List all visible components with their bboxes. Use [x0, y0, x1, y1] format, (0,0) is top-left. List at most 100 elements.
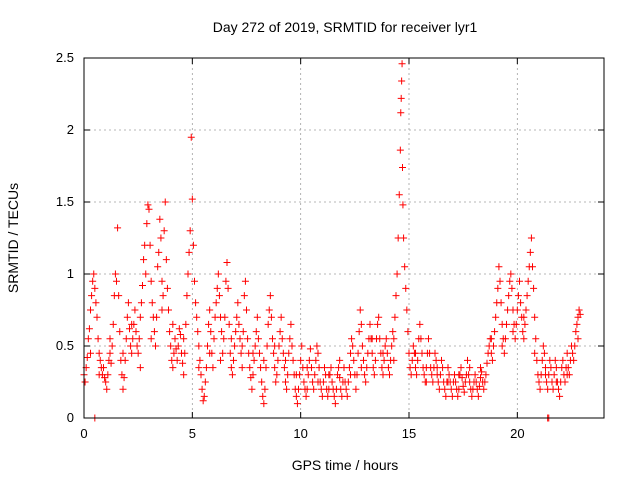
- data-point: [573, 320, 581, 328]
- data-point: [210, 335, 218, 343]
- data-point: [389, 328, 397, 336]
- data-point: [330, 392, 338, 400]
- data-point: [135, 335, 143, 343]
- data-point: [175, 325, 183, 333]
- data-point: [182, 320, 190, 328]
- data-point: [464, 356, 471, 364]
- data-point: [270, 349, 278, 357]
- data-point: [455, 371, 463, 379]
- data-point: [217, 356, 224, 364]
- data-point: [349, 342, 357, 350]
- data-point: [390, 356, 398, 364]
- data-point: [527, 234, 535, 242]
- data-point: [343, 392, 351, 400]
- data-point: [174, 342, 182, 350]
- y-tick-label: 1: [67, 266, 74, 281]
- x-axis-label: GPS time / hours: [292, 457, 399, 473]
- data-point: [128, 320, 136, 328]
- data-point: [396, 146, 404, 154]
- data-point: [252, 328, 260, 336]
- data-point: [311, 371, 319, 379]
- data-point: [147, 277, 155, 285]
- data-point: [575, 306, 583, 314]
- data-point: [85, 325, 93, 333]
- data-point: [506, 277, 514, 285]
- data-point: [103, 385, 111, 393]
- data-point: [254, 335, 262, 343]
- data-point: [505, 292, 513, 300]
- data-point: [150, 328, 158, 336]
- data-point: [371, 356, 379, 364]
- data-point: [542, 371, 549, 379]
- data-point: [420, 371, 428, 379]
- data-point: [249, 371, 257, 379]
- data-point: [129, 335, 137, 343]
- data-point: [487, 335, 495, 343]
- data-point: [266, 292, 274, 300]
- data-point: [157, 234, 165, 242]
- data-point: [350, 356, 358, 364]
- data-point: [352, 385, 360, 393]
- data-point: [576, 310, 584, 318]
- data-point: [96, 356, 104, 364]
- data-point: [84, 335, 92, 343]
- data-point: [278, 335, 286, 343]
- data-point: [260, 356, 268, 364]
- data-point: [399, 163, 406, 171]
- data-point: [366, 320, 374, 328]
- data-point: [92, 299, 100, 307]
- data-point: [574, 335, 582, 343]
- data-point: [563, 371, 571, 379]
- data-point: [348, 335, 356, 343]
- data-point: [292, 392, 300, 400]
- data-point: [198, 385, 206, 393]
- data-point: [368, 349, 376, 357]
- y-tick-label: 2: [67, 122, 74, 137]
- y-tick-label: 1.5: [56, 194, 74, 209]
- data-point: [536, 385, 544, 393]
- data-point: [468, 392, 476, 400]
- data-point: [251, 342, 259, 350]
- data-point: [306, 345, 314, 353]
- data-point: [155, 248, 163, 256]
- data-point: [393, 270, 401, 278]
- data-point: [284, 371, 292, 379]
- data-point: [285, 349, 293, 357]
- data-point: [431, 349, 439, 357]
- data-point: [369, 364, 377, 372]
- data-point: [158, 306, 166, 314]
- data-point: [106, 335, 114, 343]
- data-point: [248, 385, 256, 393]
- data-point: [140, 256, 148, 264]
- data-point: [300, 378, 308, 386]
- data-point: [404, 328, 412, 336]
- data-point: [521, 320, 529, 328]
- data-point: [161, 198, 169, 206]
- data-point: [501, 335, 509, 343]
- data-point: [436, 371, 444, 379]
- data-point: [460, 388, 468, 396]
- data-point: [158, 277, 166, 285]
- data-point: [399, 201, 407, 209]
- data-point: [395, 191, 403, 199]
- data-point: [196, 356, 204, 364]
- data-point: [156, 215, 164, 223]
- data-point: [314, 349, 322, 357]
- data-point: [353, 371, 361, 379]
- data-point: [228, 371, 236, 379]
- data-point: [236, 335, 244, 343]
- data-point: [370, 371, 378, 379]
- data-point: [523, 292, 531, 300]
- x-tick-label: 0: [80, 426, 87, 441]
- data-point: [271, 364, 279, 372]
- data-point: [381, 342, 389, 350]
- data-point: [490, 342, 497, 350]
- data-point: [238, 342, 246, 350]
- data-point: [280, 364, 288, 372]
- data-point: [374, 320, 382, 328]
- data-point: [139, 282, 146, 290]
- data-point: [416, 320, 424, 328]
- data-point: [100, 364, 107, 372]
- data-point: [121, 356, 129, 364]
